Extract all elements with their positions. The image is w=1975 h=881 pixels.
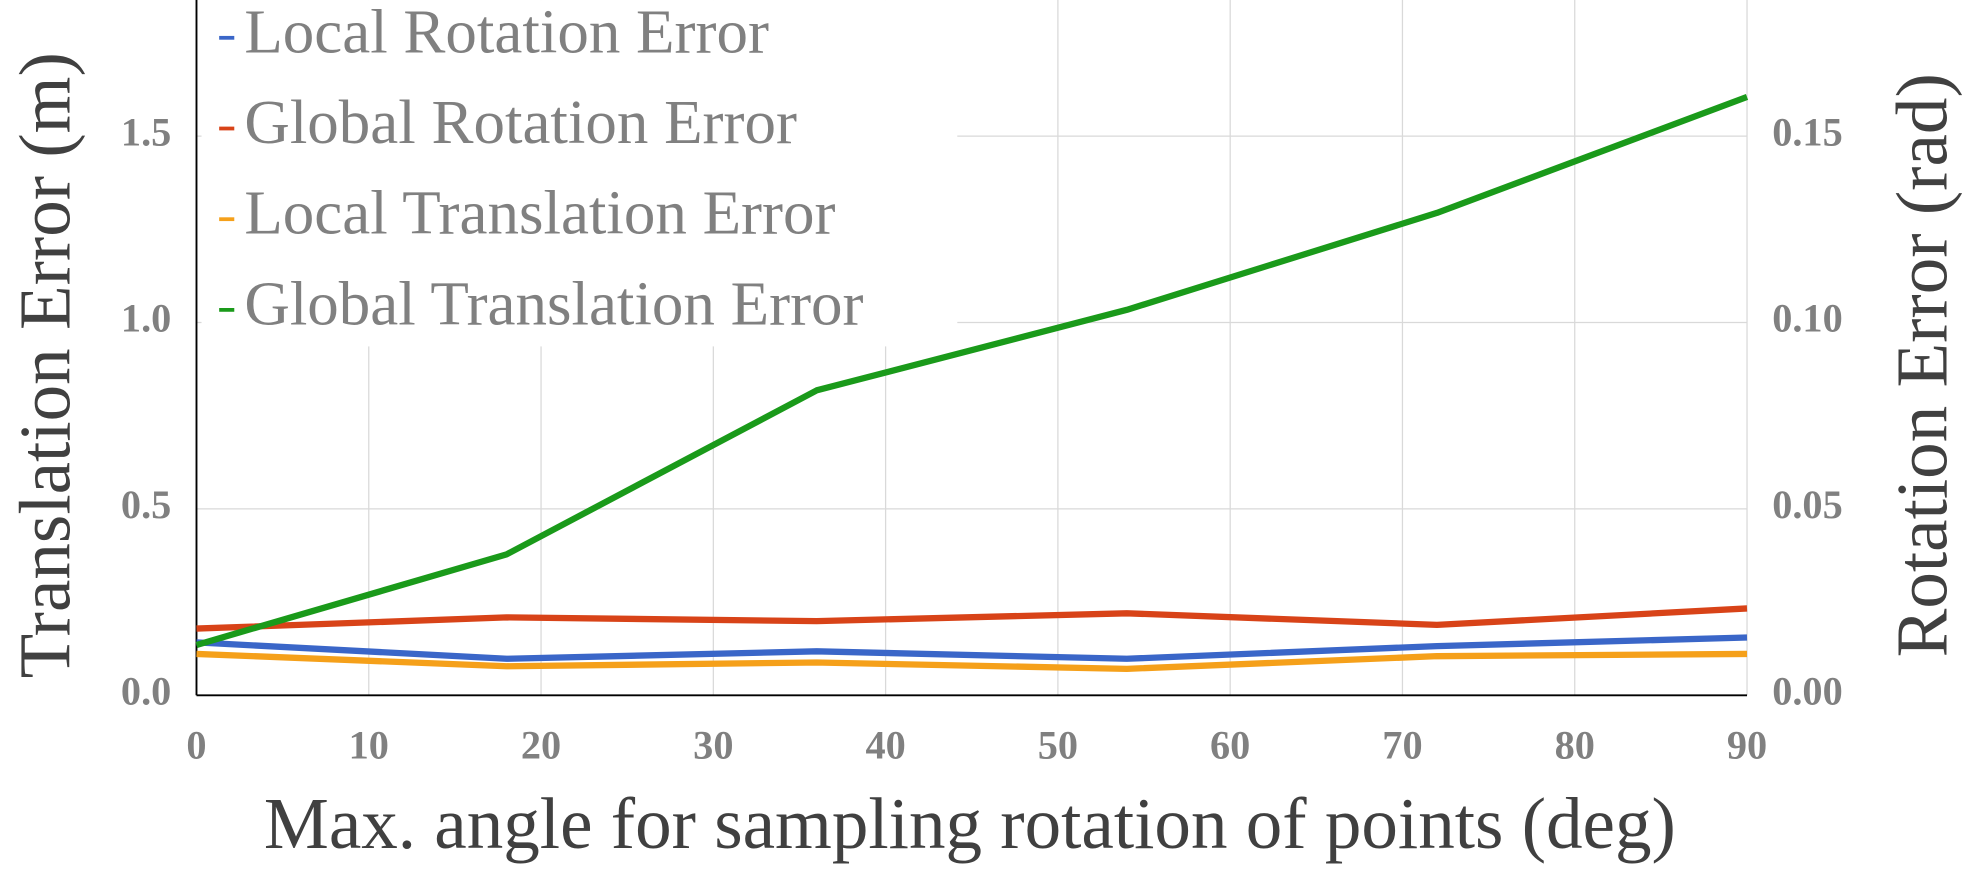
- series-line: [196, 634, 1748, 662]
- y-tick-label: 1.0: [121, 296, 171, 341]
- x-tick-label: 20: [521, 723, 561, 768]
- legend-box: [201, 0, 958, 347]
- legend-label: Local Translation Error: [244, 178, 835, 248]
- x-tick-label: 90: [1727, 723, 1767, 768]
- x-tick-label: 30: [693, 723, 733, 768]
- y-tick-label: 1.5: [121, 109, 171, 154]
- series-line: [196, 605, 1748, 632]
- series-line: [196, 650, 1748, 672]
- legend: Local Rotation Error Global Rotation Erro…: [201, 0, 958, 347]
- x-tick-label: 70: [1382, 723, 1422, 768]
- y2-tick-label: 0.10: [1772, 296, 1843, 341]
- y-tick-label: 0.0: [121, 669, 171, 714]
- legend-label: Local Rotation Error: [244, 0, 769, 66]
- x-tick-label: 80: [1555, 723, 1595, 768]
- y-tick-label: 0.5: [121, 482, 171, 527]
- x-tick-label: 40: [865, 723, 905, 768]
- legend-label: Global Translation Error: [244, 268, 863, 338]
- x-tick-label: 0: [186, 723, 206, 768]
- y-axis-title: Translation Error (m): [5, 52, 86, 678]
- series-line: [195, 94, 1749, 649]
- x-tick-label: 60: [1210, 723, 1250, 768]
- y2-tick-label: 0.05: [1772, 482, 1843, 527]
- y2-tick-label: 0.00: [1772, 669, 1843, 714]
- x-tick-label: 10: [349, 723, 389, 768]
- x-tick-label: 50: [1038, 723, 1078, 768]
- legend-label: Global Rotation Error: [244, 87, 797, 157]
- y2-axis-title: Rotation Error (rad): [1881, 73, 1962, 657]
- y2-tick-label: 0.15: [1772, 109, 1843, 154]
- x-axis-title: Max. angle for sampling rotation of poin…: [264, 783, 1676, 864]
